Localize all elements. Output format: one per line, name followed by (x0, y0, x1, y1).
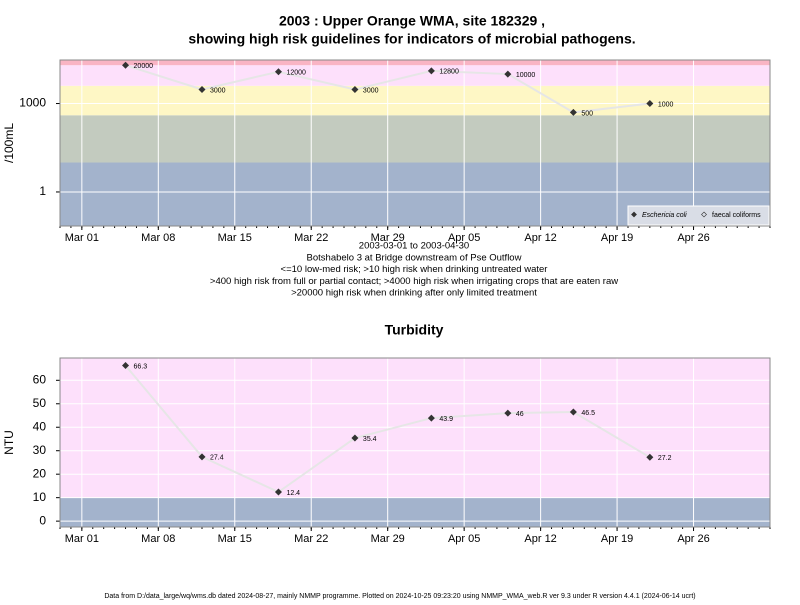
data-point (427, 414, 435, 422)
data-label: 12000 (286, 70, 306, 77)
chart-title: 2003 : Upper Orange WMA, site 182329 , (279, 13, 545, 29)
x-tick-label: Mar 29 (371, 232, 405, 244)
note: >20000 high risk when drinking after onl… (291, 288, 537, 299)
x-tick-label: Apr 19 (601, 533, 633, 545)
legend-marker (701, 211, 707, 218)
series-line (124, 364, 651, 494)
data-label: 35.4 (363, 436, 377, 443)
legend-marker (631, 211, 637, 218)
data-point (351, 85, 359, 93)
x-tick-label: Mar 22 (294, 533, 328, 545)
x-tick-label: Mar 08 (141, 533, 175, 545)
plot-frame (59, 59, 771, 227)
x-tick-label: Apr 05 (448, 533, 480, 545)
y-tick-label: 50 (33, 396, 47, 410)
data-point (504, 409, 512, 417)
chart-subtitle: showing high risk guidelines for indicat… (188, 31, 635, 47)
data-point (198, 453, 206, 461)
chart-title: Turbidity (385, 322, 444, 338)
y-tick-label: 10 (33, 490, 47, 504)
data-label: 27.4 (210, 455, 224, 462)
risk-band (60, 85, 770, 116)
data-point (274, 488, 282, 496)
x-tick-label: Mar 22 (294, 232, 328, 244)
y-tick-label: 1000 (19, 96, 46, 110)
data-point (569, 108, 577, 116)
data-label: 46 (516, 411, 524, 418)
x-tick-label: Mar 15 (218, 533, 252, 545)
x-tick-label: Apr 26 (677, 232, 709, 244)
risk-band (60, 497, 770, 527)
x-tick-label: Mar 29 (371, 533, 405, 545)
data-point (569, 408, 577, 416)
x-tick-label: Apr 19 (601, 232, 633, 244)
note: <=10 low-med risk; >10 high risk when dr… (281, 264, 548, 275)
x-tick-label: Apr 05 (448, 232, 480, 244)
y-axis-label: /100mL (2, 123, 16, 163)
x-tick-label: Apr 26 (677, 533, 709, 545)
data-label: 3000 (210, 87, 226, 94)
data-point (351, 434, 359, 442)
y-axis-label: NTU (2, 430, 16, 455)
y-tick-label: 30 (33, 443, 47, 457)
data-point (274, 68, 282, 76)
x-tick-label: Apr 12 (524, 232, 556, 244)
data-label: 500 (581, 110, 593, 117)
data-point (504, 70, 512, 78)
y-tick-label: 1 (39, 184, 46, 198)
note: >400 high risk from full or partial cont… (210, 276, 618, 287)
data-label: 66.3 (134, 363, 148, 370)
data-label: 12800 (439, 69, 459, 76)
data-point (427, 67, 435, 75)
x-tick-label: Mar 15 (218, 232, 252, 244)
footer: Data from D:/data_large/wq/wms.db dated … (104, 593, 695, 600)
risk-band (60, 115, 770, 163)
x-tick-label: Mar 01 (65, 232, 99, 244)
data-label: 27.2 (658, 455, 672, 462)
data-point (122, 61, 130, 69)
data-label: 10000 (516, 72, 536, 79)
x-tick-label: Mar 01 (65, 533, 99, 545)
data-point (646, 100, 654, 108)
data-point (198, 85, 206, 93)
y-tick-label: 40 (33, 419, 47, 433)
data-point (122, 362, 130, 370)
y-tick-label: 20 (33, 466, 47, 480)
data-label: 20000 (134, 63, 154, 70)
series-line (125, 64, 650, 114)
risk-band (60, 358, 770, 498)
legend-label: faecal coliforms (712, 212, 761, 219)
data-label: 43.9 (439, 416, 453, 423)
x-tick-label: Apr 12 (524, 533, 556, 545)
note: 2003-03-01 to 2003-04-30 (359, 241, 469, 252)
data-label: 12.4 (286, 490, 300, 497)
legend-box (627, 205, 770, 226)
data-label: 46.5 (581, 410, 595, 417)
y-tick-label: 0 (39, 513, 46, 527)
x-tick-label: Mar 08 (141, 232, 175, 244)
data-point (646, 453, 654, 461)
plot-frame (59, 357, 771, 528)
note: Botshabelo 3 at Bridge downstream of Pse… (307, 252, 522, 263)
risk-band (60, 60, 770, 66)
data-label: 1000 (658, 101, 674, 108)
y-tick-label: 60 (33, 372, 47, 386)
data-label: 3000 (363, 87, 379, 94)
legend-label: Eschericia coli (642, 212, 687, 219)
